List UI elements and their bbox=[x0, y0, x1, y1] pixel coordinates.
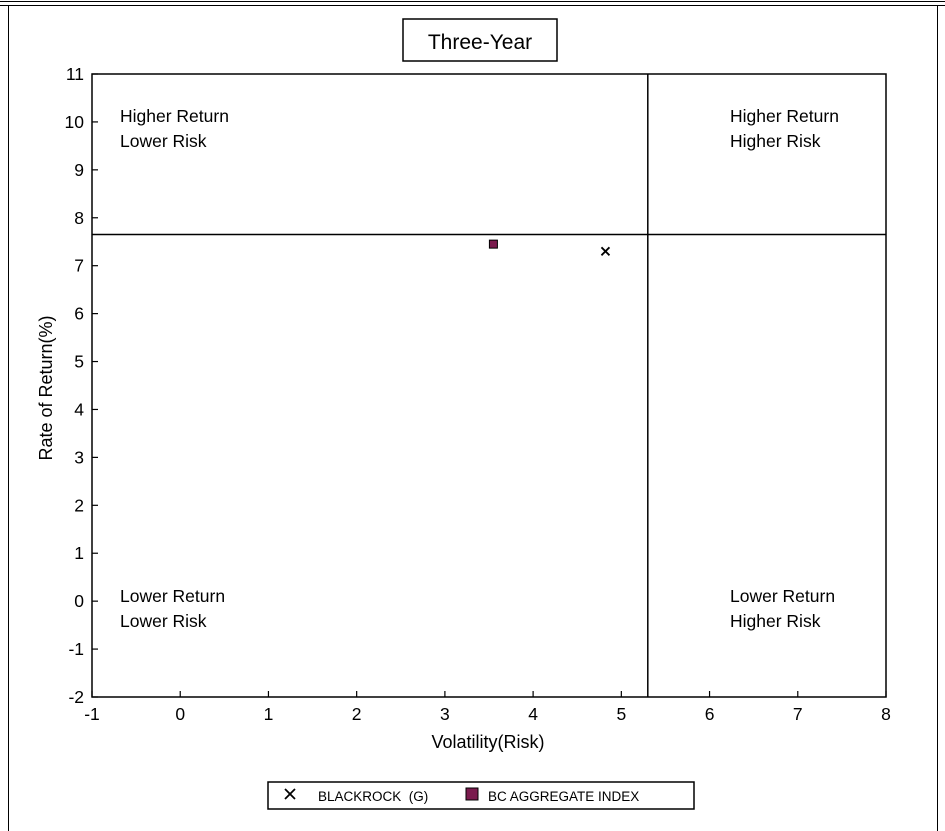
y-tick-label: 1 bbox=[74, 543, 84, 563]
frame-left-border bbox=[8, 6, 9, 831]
y-tick-label: -1 bbox=[68, 639, 84, 659]
y-axis-label: Rate of Return(%) bbox=[36, 315, 56, 460]
x-tick-label: 5 bbox=[616, 704, 626, 724]
y-tick-label: 6 bbox=[74, 304, 84, 324]
quadrant-label-top-left-line1: Higher Return bbox=[120, 106, 229, 126]
legend-x-marker-icon bbox=[284, 788, 296, 800]
y-tick-label: 10 bbox=[65, 112, 85, 132]
x-tick-label: 6 bbox=[705, 704, 715, 724]
legend-label-blackrock: BLACKROCK (G) bbox=[318, 789, 428, 804]
x-axis-ticks: -1 0 1 2 3 4 5 6 7 8 bbox=[84, 691, 891, 724]
y-tick-label: 5 bbox=[74, 352, 84, 372]
y-axis-ticks: -2 -1 0 1 2 3 4 5 6 7 8 9 10 11 bbox=[65, 64, 98, 707]
quadrant-label-bottom-right-line2: Higher Risk bbox=[730, 611, 821, 631]
x-tick-label: 7 bbox=[793, 704, 803, 724]
frame-top-line-inner bbox=[0, 5, 945, 6]
x-tick-label: 1 bbox=[264, 704, 274, 724]
quadrant-label-top-right-line1: Higher Return bbox=[730, 106, 839, 126]
plot-area bbox=[91, 73, 887, 698]
legend-box bbox=[267, 781, 695, 810]
chart-title-box bbox=[402, 18, 558, 62]
legend-square-marker-icon bbox=[465, 787, 479, 801]
frame-right-border bbox=[937, 6, 938, 831]
y-tick-label: 8 bbox=[74, 208, 84, 228]
quadrant-label-bottom-left-line2: Lower Risk bbox=[120, 611, 207, 631]
x-tick-label: 2 bbox=[352, 704, 362, 724]
quadrant-label-top-right-line2: Higher Risk bbox=[730, 131, 821, 151]
data-points bbox=[488, 239, 611, 256]
quadrant-label-bottom-left-line1: Lower Return bbox=[120, 586, 225, 606]
y-tick-label: 11 bbox=[66, 64, 84, 84]
data-point-bc-aggregate-index bbox=[488, 239, 498, 249]
y-tick-label: 4 bbox=[74, 399, 84, 419]
y-tick-label: 2 bbox=[74, 495, 84, 515]
quadrant-label-bottom-right-line1: Lower Return bbox=[730, 586, 835, 606]
chart-title: Three-Year bbox=[428, 31, 532, 54]
y-tick-label: 0 bbox=[74, 591, 84, 611]
x-axis-label: Volatility(Risk) bbox=[431, 732, 544, 752]
y-tick-label: 7 bbox=[74, 256, 84, 276]
y-tick-label: 3 bbox=[74, 447, 84, 467]
x-tick-label: 3 bbox=[440, 704, 450, 724]
x-tick-label: 8 bbox=[881, 704, 891, 724]
y-tick-label: 9 bbox=[74, 160, 84, 180]
x-tick-label: 0 bbox=[175, 704, 185, 724]
data-point-blackrock bbox=[600, 246, 611, 256]
frame-top-line bbox=[0, 1, 945, 2]
legend-label-bc-aggregate-index: BC AGGREGATE INDEX bbox=[488, 789, 639, 804]
quadrant-label-top-left-line2: Lower Risk bbox=[120, 131, 207, 151]
x-tick-label: -1 bbox=[84, 704, 100, 724]
x-tick-label: 4 bbox=[528, 704, 538, 724]
y-tick-label: -2 bbox=[68, 687, 84, 707]
